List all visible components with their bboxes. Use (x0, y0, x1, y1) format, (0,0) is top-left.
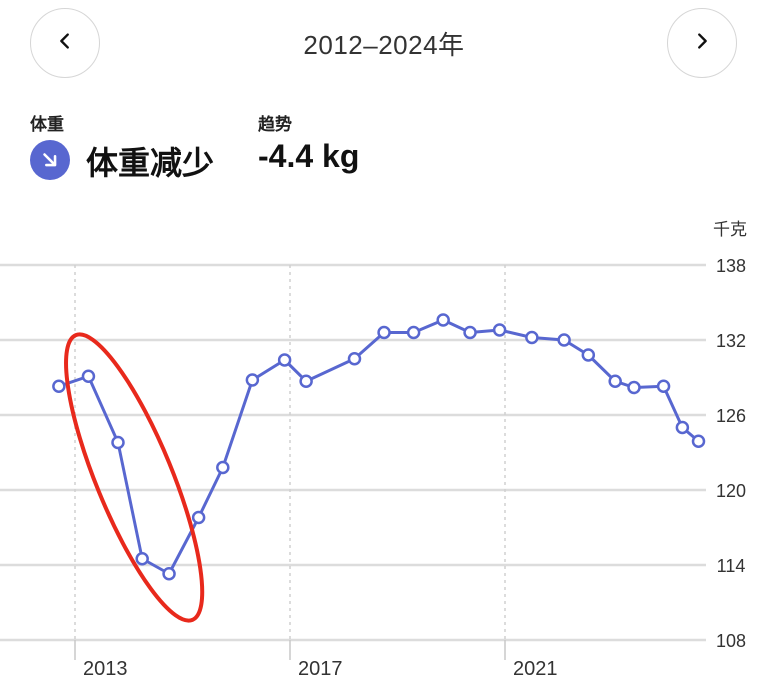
data-point (463, 325, 477, 340)
data-point (656, 379, 671, 393)
y-tick-label: 114 (717, 556, 746, 576)
arrow-down-right-icon (30, 140, 70, 180)
next-range-button[interactable] (667, 8, 737, 78)
data-point (162, 567, 176, 581)
y-tick-label: 126 (716, 406, 746, 426)
y-tick-label: 120 (716, 481, 746, 501)
data-point (81, 369, 96, 383)
data-point (675, 420, 690, 435)
data-point (557, 333, 571, 347)
y-tick-label: 138 (716, 256, 746, 276)
data-point (191, 510, 206, 525)
data-point (525, 330, 539, 345)
trend-label: 趋势 (258, 115, 292, 134)
data-point (406, 325, 421, 340)
data-point (216, 460, 230, 475)
trend-value: -4.4 kg (258, 138, 360, 174)
data-point (299, 374, 313, 388)
weight-status-value: 体重减少 (86, 145, 215, 181)
data-point (52, 379, 66, 393)
data-point (691, 434, 706, 448)
data-point (111, 435, 125, 450)
data-point (347, 352, 362, 366)
x-tick-label: 2021 (513, 658, 558, 680)
data-point (377, 325, 391, 340)
y-axis-unit-label: 千克 (713, 220, 747, 239)
x-tick-label: 2017 (298, 658, 343, 680)
data-point (135, 552, 149, 566)
highlight-annotation-ellipse (64, 332, 205, 623)
series-line (57, 318, 700, 576)
data-point (245, 373, 260, 387)
data-point (436, 313, 450, 327)
y-tick-label: 108 (716, 631, 746, 651)
chevron-left-icon (54, 30, 76, 57)
date-range-title: 2012–2024年 (303, 30, 465, 60)
chevron-right-icon (691, 30, 713, 57)
data-point (581, 348, 596, 362)
data-point (277, 353, 292, 367)
previous-range-button[interactable] (30, 8, 100, 78)
data-point (608, 374, 622, 388)
data-point (492, 323, 507, 337)
x-tick-label: 2013 (83, 658, 128, 680)
weight-label: 体重 (30, 115, 64, 134)
y-tick-label: 132 (716, 331, 746, 351)
data-point (627, 380, 641, 395)
